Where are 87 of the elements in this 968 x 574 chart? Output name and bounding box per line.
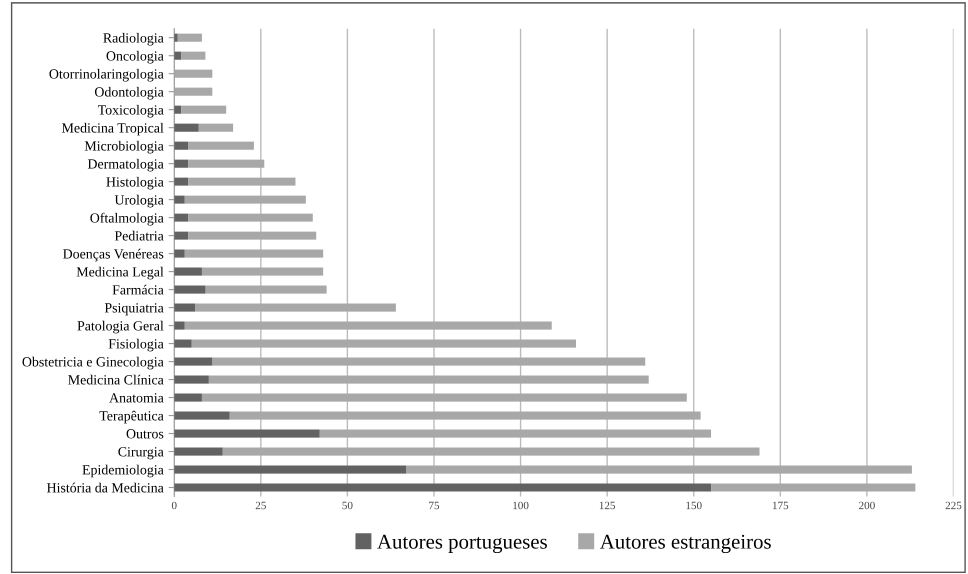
y-tick-label: Radiologia xyxy=(103,32,164,46)
bar xyxy=(174,88,212,96)
bar xyxy=(205,286,327,294)
bar xyxy=(192,340,576,348)
bar xyxy=(174,483,712,492)
bar xyxy=(406,465,912,474)
bar xyxy=(174,52,182,60)
y-tick-label: Oncologia xyxy=(106,50,164,64)
x-tick-label: 225 xyxy=(946,502,962,510)
bar xyxy=(174,358,212,366)
bar xyxy=(174,465,406,474)
y-tick-label: Microbiologia xyxy=(84,140,164,154)
bar xyxy=(174,142,188,150)
bar xyxy=(174,196,185,204)
bar xyxy=(174,268,202,276)
bar xyxy=(178,34,202,42)
bar xyxy=(208,376,649,384)
bar xyxy=(181,52,206,60)
x-tick-label: 125 xyxy=(600,502,616,510)
bar xyxy=(174,70,212,78)
x-tick-label: 75 xyxy=(429,502,440,510)
x-tick-label: 200 xyxy=(859,502,875,510)
bar xyxy=(188,232,316,240)
y-tick-label: Doenças Venéreas xyxy=(63,248,164,262)
bar xyxy=(202,394,687,402)
bar xyxy=(174,376,209,384)
bar xyxy=(184,196,306,204)
bar xyxy=(195,304,396,312)
bar xyxy=(174,106,182,114)
bar xyxy=(174,160,188,168)
bar xyxy=(222,447,760,456)
bar xyxy=(202,268,324,276)
bar xyxy=(174,214,188,222)
bar xyxy=(174,411,230,420)
y-tick-label: Terapêutica xyxy=(100,410,164,424)
y-tick-label: Medicina Tropical xyxy=(62,122,164,136)
bar xyxy=(174,322,185,330)
y-tick-label: Cirurgia xyxy=(118,447,164,460)
x-tick-label: 50 xyxy=(342,502,353,510)
y-tick-label: Anatomia xyxy=(109,393,164,403)
y-tick-label: Farmácia xyxy=(112,284,164,295)
bar xyxy=(711,483,916,492)
y-tick-label: Histologia xyxy=(106,176,164,190)
bar xyxy=(174,250,185,258)
y-tick-label: História da Medicina xyxy=(46,482,164,492)
y-tick-label: Odontologia xyxy=(94,86,164,100)
bar xyxy=(174,394,202,402)
y-tick-label: Epidemiologia xyxy=(82,464,164,478)
bar xyxy=(184,250,324,258)
y-tick-label: Urologia xyxy=(114,194,164,208)
bar xyxy=(174,429,320,438)
bar xyxy=(174,124,198,132)
bar xyxy=(174,232,188,240)
y-tick-label: Toxicologia xyxy=(98,104,164,118)
y-tick-label: Psiquiatria xyxy=(104,303,164,316)
y-tick-label: Oftalmologia xyxy=(90,212,164,226)
y-tick-label: Outros xyxy=(126,429,164,438)
bar xyxy=(188,214,313,222)
bar xyxy=(174,304,196,312)
x-tick-label: 0 xyxy=(172,502,177,510)
y-tick-label: Dermatologia xyxy=(88,158,164,172)
y-tick-label: Pediatria xyxy=(114,230,164,241)
bar xyxy=(230,411,701,420)
bar xyxy=(212,358,646,366)
y-tick-label: Fisiologia xyxy=(108,338,164,352)
bar xyxy=(174,447,223,456)
bar xyxy=(198,124,234,132)
bar xyxy=(174,340,192,348)
y-tick-label: Medicina Clínica xyxy=(68,374,164,385)
x-tick-label: 175 xyxy=(772,502,788,510)
bar xyxy=(184,322,552,330)
bar xyxy=(320,429,712,438)
bar xyxy=(188,178,296,186)
bar xyxy=(181,106,226,114)
legend-label: Autores estrangeiros xyxy=(600,534,771,554)
bar xyxy=(174,178,188,186)
bar xyxy=(188,160,264,168)
bar xyxy=(174,286,206,294)
x-tick-label: 25 xyxy=(256,502,266,510)
x-tick-label: 100 xyxy=(513,502,528,510)
bar xyxy=(188,142,254,150)
y-tick-label: Obstetricia e Ginecologia xyxy=(22,356,164,370)
x-tick-label: 150 xyxy=(686,502,702,510)
y-tick-label: Patologia Geral xyxy=(77,320,164,334)
y-tick-label: Medicina Legal xyxy=(76,266,164,280)
y-tick-label: Otorrinolaringologia xyxy=(49,68,164,82)
legend-label: Autores portugueses xyxy=(377,534,547,554)
